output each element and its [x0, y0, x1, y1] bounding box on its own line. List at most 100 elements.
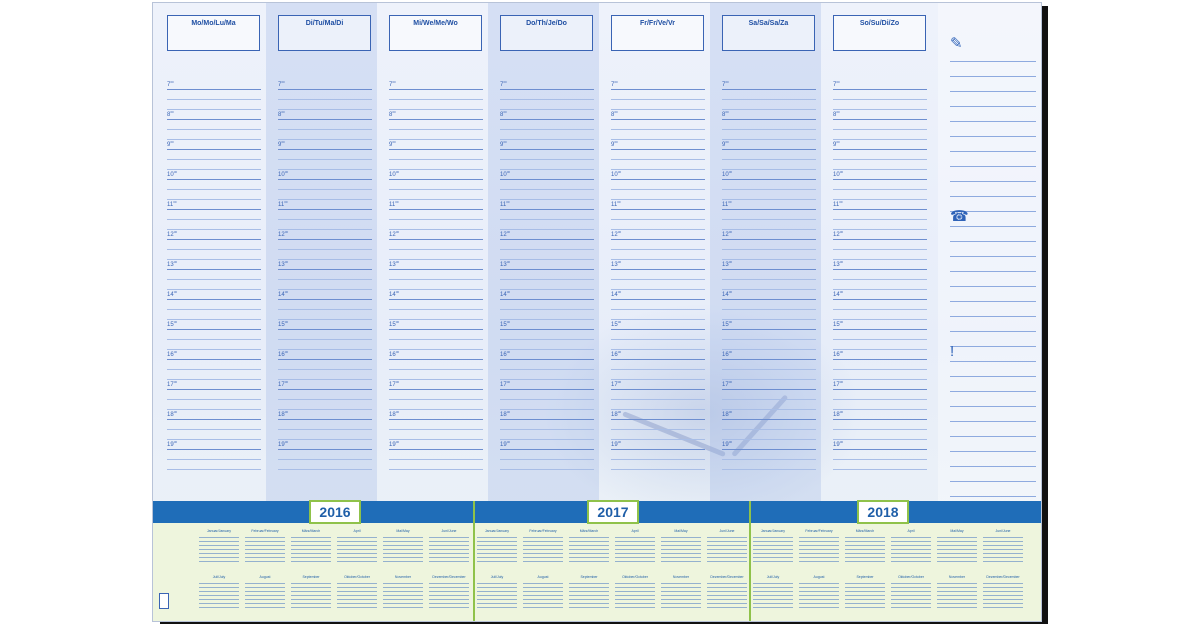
writing-line[interactable]: [389, 299, 483, 300]
writing-line[interactable]: [500, 319, 594, 320]
writing-line[interactable]: [500, 139, 594, 140]
note-line[interactable]: [950, 91, 1036, 92]
writing-line[interactable]: [389, 139, 483, 140]
writing-line[interactable]: [833, 309, 927, 310]
writing-line[interactable]: [389, 349, 483, 350]
writing-line[interactable]: [167, 289, 261, 290]
writing-line[interactable]: [722, 269, 816, 270]
writing-line[interactable]: [500, 259, 594, 260]
writing-line[interactable]: [278, 189, 372, 190]
writing-line[interactable]: [611, 269, 705, 270]
writing-line[interactable]: [833, 269, 927, 270]
writing-line[interactable]: [833, 429, 927, 430]
writing-line[interactable]: [500, 179, 594, 180]
writing-line[interactable]: [833, 319, 927, 320]
writing-line[interactable]: [500, 209, 594, 210]
writing-line[interactable]: [167, 269, 261, 270]
writing-line[interactable]: [389, 279, 483, 280]
writing-line[interactable]: [389, 319, 483, 320]
writing-line[interactable]: [611, 239, 705, 240]
writing-line[interactable]: [389, 189, 483, 190]
writing-line[interactable]: [611, 449, 705, 450]
note-line[interactable]: [950, 61, 1036, 62]
writing-line[interactable]: [833, 159, 927, 160]
writing-line[interactable]: [611, 369, 705, 370]
writing-line[interactable]: [722, 379, 816, 380]
writing-line[interactable]: [389, 109, 483, 110]
writing-line[interactable]: [833, 419, 927, 420]
writing-line[interactable]: [167, 229, 261, 230]
writing-line[interactable]: [278, 309, 372, 310]
note-line[interactable]: [950, 286, 1036, 287]
writing-line[interactable]: [278, 399, 372, 400]
writing-line[interactable]: [389, 269, 483, 270]
writing-line[interactable]: [722, 179, 816, 180]
writing-line[interactable]: [611, 209, 705, 210]
writing-line[interactable]: [722, 149, 816, 150]
writing-line[interactable]: [167, 209, 261, 210]
writing-line[interactable]: [500, 339, 594, 340]
note-line[interactable]: [950, 496, 1036, 497]
writing-line[interactable]: [278, 469, 372, 470]
note-line[interactable]: [950, 406, 1036, 407]
writing-line[interactable]: [611, 349, 705, 350]
writing-line[interactable]: [611, 389, 705, 390]
writing-line[interactable]: [278, 219, 372, 220]
day-header[interactable]: Mo/Mo/Lu/Ma: [167, 15, 260, 51]
writing-line[interactable]: [389, 379, 483, 380]
writing-line[interactable]: [167, 89, 261, 90]
writing-line[interactable]: [500, 419, 594, 420]
writing-line[interactable]: [722, 469, 816, 470]
writing-line[interactable]: [722, 399, 816, 400]
writing-line[interactable]: [278, 439, 372, 440]
writing-line[interactable]: [278, 249, 372, 250]
writing-line[interactable]: [167, 349, 261, 350]
writing-line[interactable]: [611, 189, 705, 190]
writing-line[interactable]: [722, 459, 816, 460]
writing-line[interactable]: [722, 99, 816, 100]
writing-line[interactable]: [500, 359, 594, 360]
writing-line[interactable]: [389, 219, 483, 220]
writing-line[interactable]: [833, 339, 927, 340]
writing-line[interactable]: [611, 299, 705, 300]
writing-line[interactable]: [278, 279, 372, 280]
writing-line[interactable]: [722, 409, 816, 410]
writing-line[interactable]: [167, 329, 261, 330]
writing-line[interactable]: [167, 459, 261, 460]
writing-line[interactable]: [833, 239, 927, 240]
writing-line[interactable]: [278, 419, 372, 420]
note-line[interactable]: [950, 376, 1036, 377]
writing-line[interactable]: [833, 369, 927, 370]
writing-line[interactable]: [500, 379, 594, 380]
writing-line[interactable]: [167, 159, 261, 160]
writing-line[interactable]: [722, 119, 816, 120]
writing-line[interactable]: [167, 449, 261, 450]
writing-line[interactable]: [722, 239, 816, 240]
note-line[interactable]: [950, 241, 1036, 242]
writing-line[interactable]: [722, 389, 816, 390]
writing-line[interactable]: [611, 459, 705, 460]
writing-line[interactable]: [611, 319, 705, 320]
writing-line[interactable]: [278, 359, 372, 360]
note-line[interactable]: [950, 361, 1036, 362]
writing-line[interactable]: [722, 189, 816, 190]
writing-line[interactable]: [500, 349, 594, 350]
writing-line[interactable]: [611, 469, 705, 470]
writing-line[interactable]: [167, 339, 261, 340]
note-line[interactable]: [950, 181, 1036, 182]
note-line[interactable]: [950, 466, 1036, 467]
writing-line[interactable]: [722, 319, 816, 320]
writing-line[interactable]: [833, 299, 927, 300]
writing-line[interactable]: [167, 279, 261, 280]
writing-line[interactable]: [611, 409, 705, 410]
writing-line[interactable]: [722, 109, 816, 110]
writing-line[interactable]: [278, 99, 372, 100]
writing-line[interactable]: [278, 239, 372, 240]
writing-line[interactable]: [500, 389, 594, 390]
writing-line[interactable]: [500, 109, 594, 110]
writing-line[interactable]: [833, 199, 927, 200]
writing-line[interactable]: [389, 429, 483, 430]
writing-line[interactable]: [500, 219, 594, 220]
writing-line[interactable]: [722, 169, 816, 170]
writing-line[interactable]: [167, 129, 261, 130]
